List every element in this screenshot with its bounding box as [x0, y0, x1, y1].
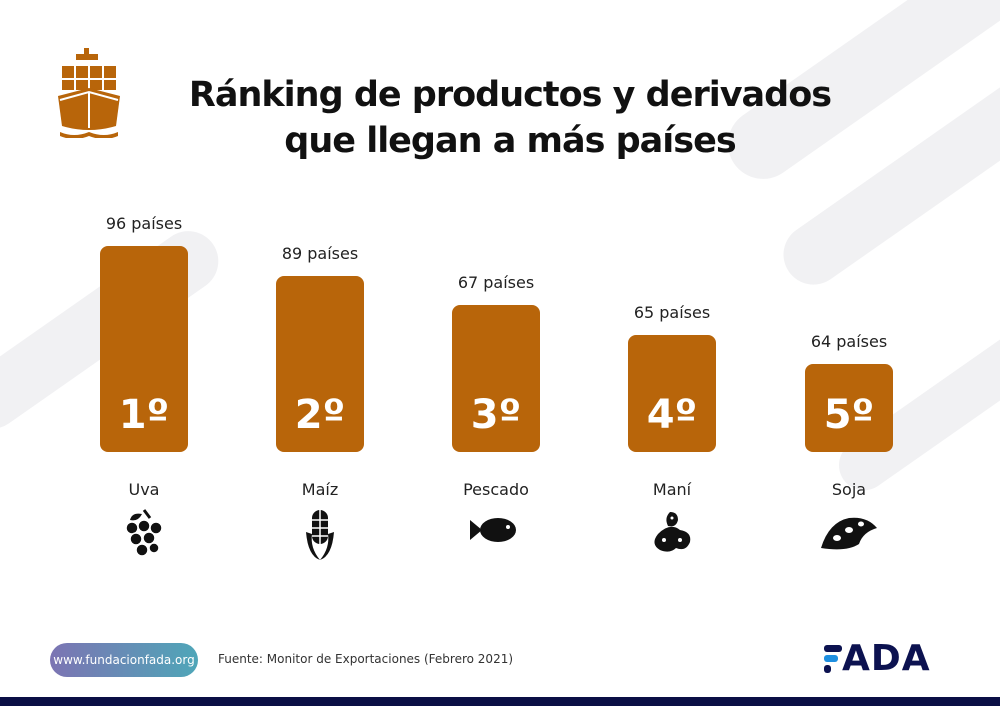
fada-logo: ADA: [822, 638, 931, 679]
chart-title: Ránking de productos y derivados que lle…: [150, 72, 870, 164]
value-label: 96 países: [105, 214, 183, 233]
bottom-bar: [0, 697, 1000, 706]
category-label: Maíz: [301, 480, 339, 499]
value-label: 67 países: [457, 273, 535, 292]
category-label: Maní: [652, 480, 692, 499]
bar-5: 5º: [805, 364, 893, 452]
bar-2: 2º: [276, 276, 364, 452]
value-label: 64 países: [810, 332, 888, 351]
cargo-ship-icon: [58, 48, 120, 138]
category-label: Soja: [831, 480, 867, 499]
logo-mark-icon: [822, 643, 842, 673]
rank-label: 4º: [646, 392, 698, 438]
source-note: Fuente: Monitor de Exportaciones (Febrer…: [218, 652, 514, 666]
title-line-1: Ránking de productos y derivados: [188, 75, 832, 115]
peanut-icon: [654, 512, 691, 552]
value-label: 65 países: [633, 303, 711, 322]
bar-4: 4º: [628, 335, 716, 452]
category-label: Uva: [128, 480, 160, 499]
grapes-icon: [125, 509, 163, 557]
bar-1: 1º: [100, 246, 188, 452]
rank-label: 5º: [823, 392, 875, 438]
website-link[interactable]: www.fundacionfada.org: [50, 643, 198, 677]
corn-icon: [306, 510, 334, 560]
rank-label: 2º: [294, 392, 346, 438]
soybean-icon: [821, 517, 877, 550]
fish-icon: [470, 518, 516, 542]
bar-3: 3º: [452, 305, 540, 452]
logo-text: ADA: [842, 638, 931, 679]
title-line-2: que llegan a más países: [284, 121, 736, 161]
category-label: Pescado: [463, 480, 529, 499]
rank-label: 1º: [118, 392, 170, 438]
value-label: 89 países: [281, 244, 359, 263]
rank-label: 3º: [470, 392, 522, 438]
